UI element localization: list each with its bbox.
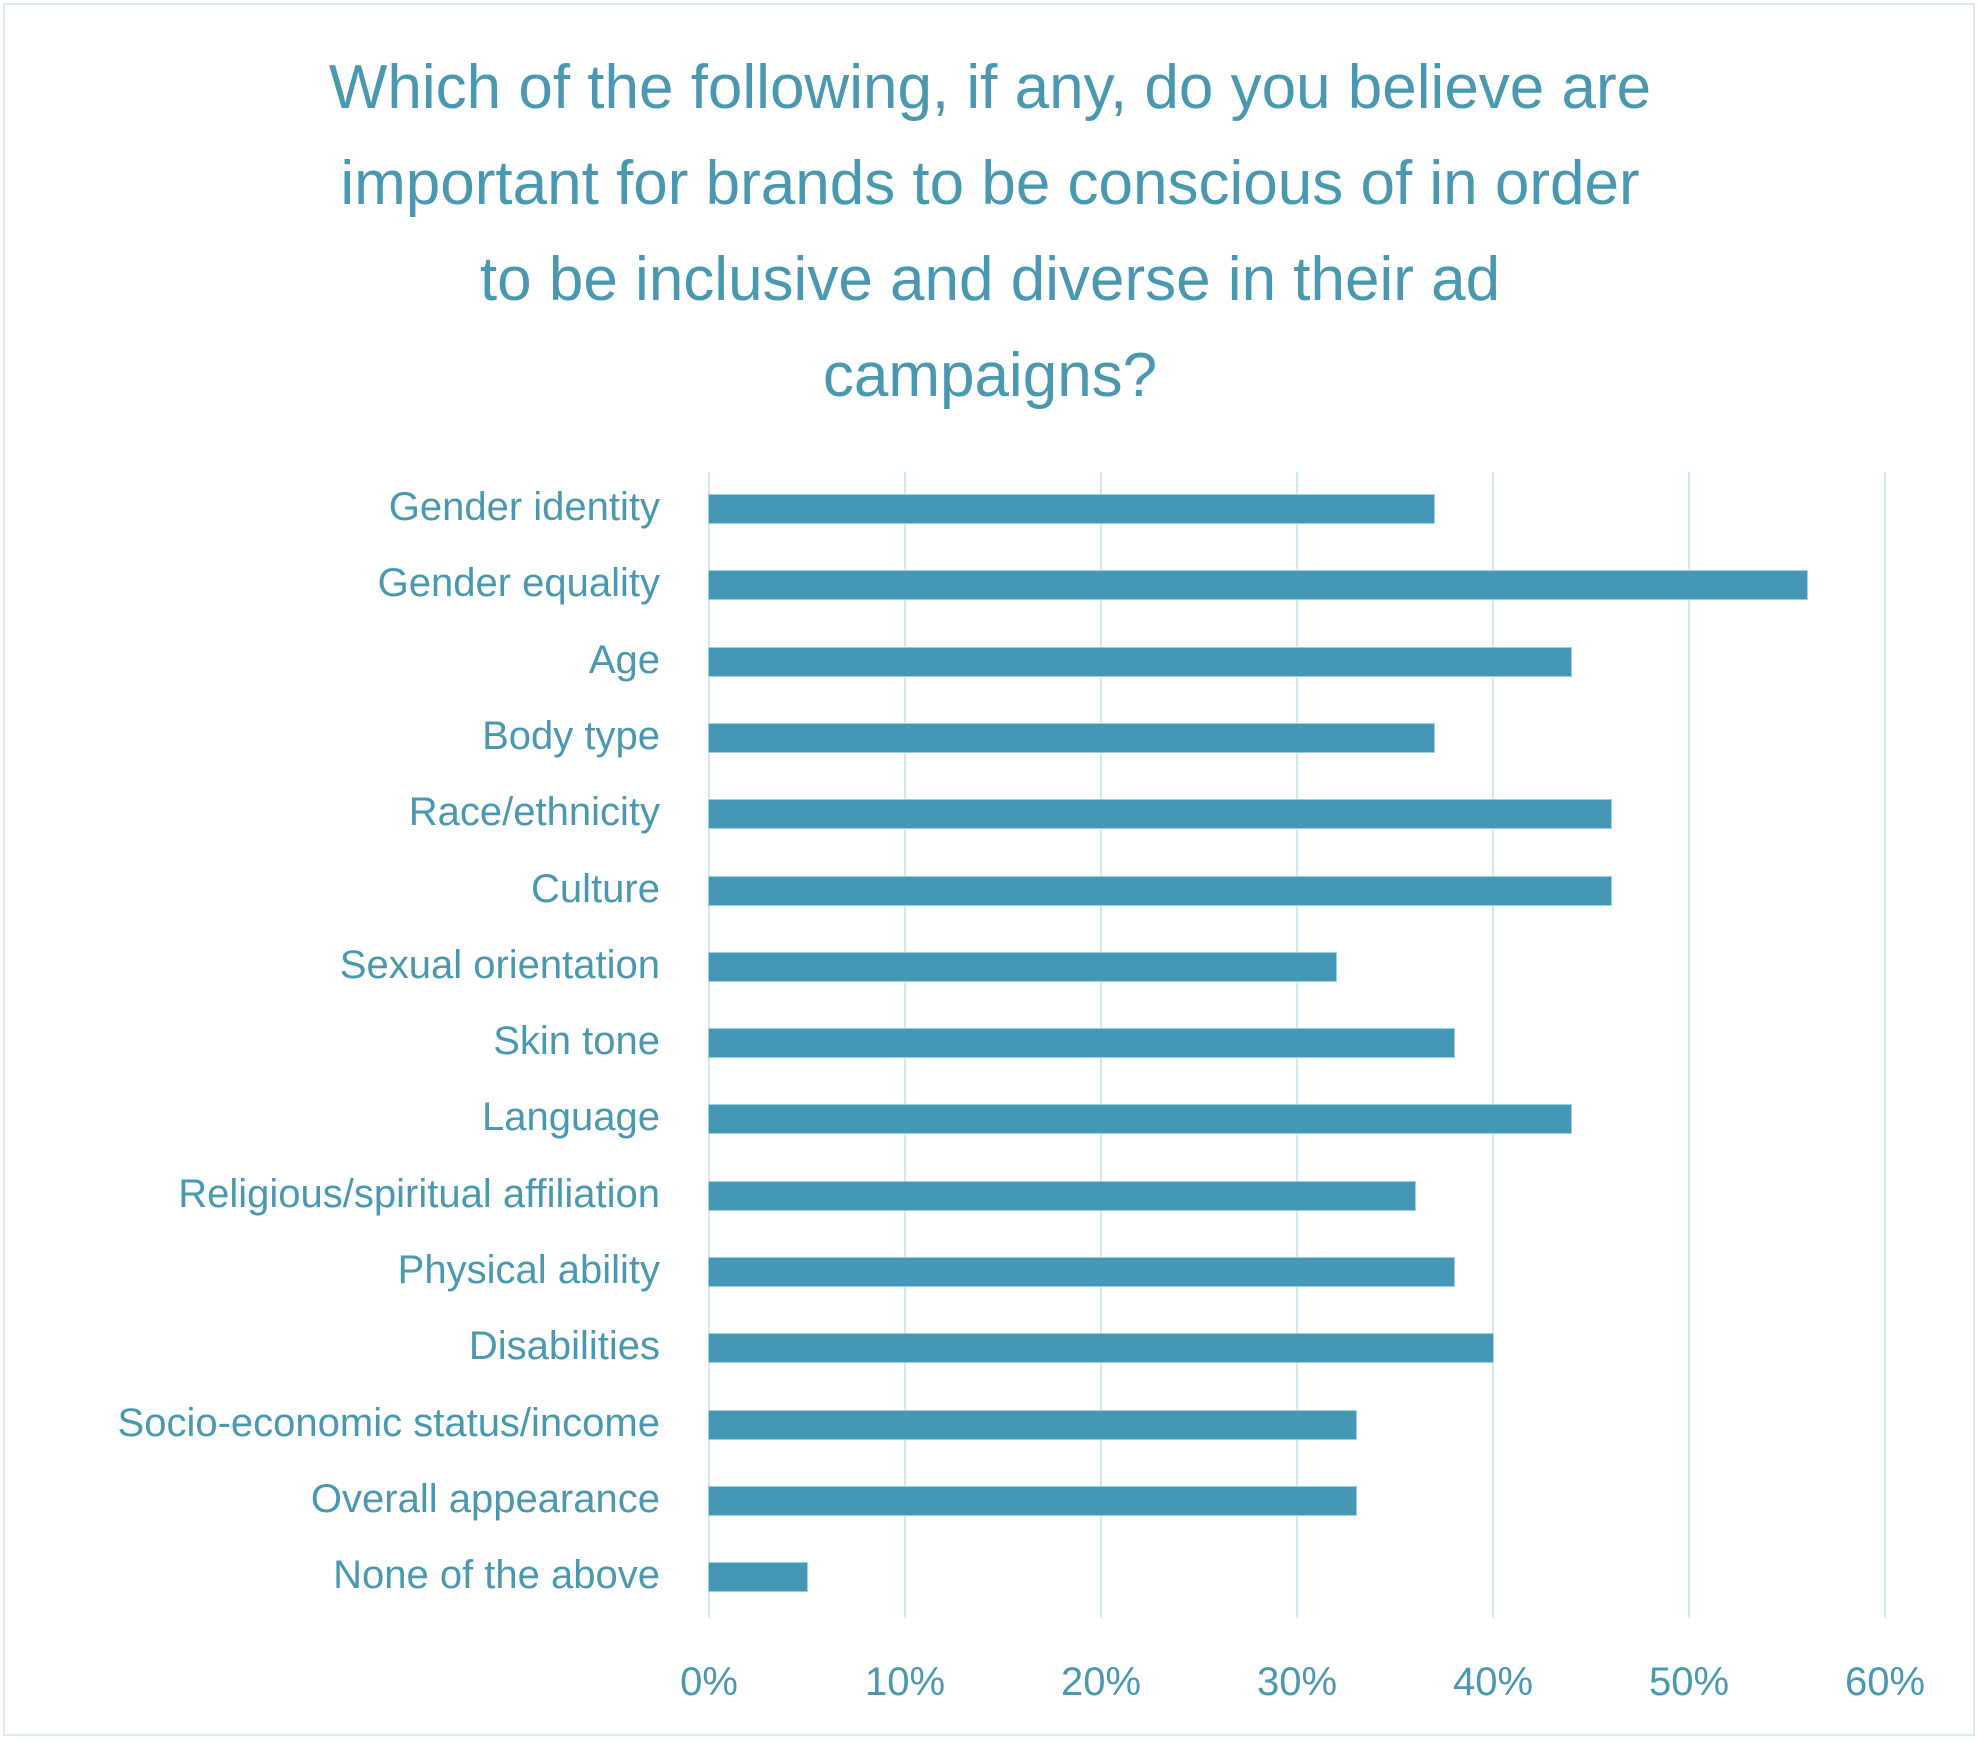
category-label: Socio-economic status/income: [117, 1400, 660, 1445]
category-label: Disabilities: [468, 1324, 660, 1369]
chart-title-line: Which of the following, if any, do you b…: [328, 53, 1652, 122]
gridline: [1492, 472, 1494, 1618]
bar: [709, 495, 1435, 523]
chart-frame: [3, 3, 1975, 1736]
plot-area: [708, 472, 1886, 1618]
category-label: Skin tone: [493, 1019, 660, 1064]
chart-title: Which of the following, if any, do you b…: [0, 40, 1980, 424]
category-label: Physical ability: [397, 1248, 660, 1292]
bar: [709, 647, 1572, 676]
bar: [709, 952, 1337, 981]
category-label: Gender equality: [377, 561, 660, 606]
category-label: Age: [588, 637, 660, 682]
category-label: Culture: [531, 866, 660, 911]
bar: [709, 723, 1435, 752]
bar: [709, 1105, 1572, 1134]
category-label: Body type: [482, 713, 660, 758]
chart-title-line: to be inclusive and diverse in their ad: [479, 245, 1501, 314]
bar: [709, 1334, 1493, 1363]
chart-title-line: important for brands to be conscious of …: [340, 149, 1640, 218]
gridline: [1688, 472, 1690, 1618]
bar: [709, 1486, 1356, 1515]
bar: [709, 876, 1611, 905]
x-tick-label: 40%: [1452, 1660, 1534, 1704]
x-tick-label: 0%: [680, 1660, 738, 1704]
bar: [709, 1029, 1454, 1058]
bar: [709, 571, 1807, 600]
category-label: Religious/spiritual affiliation: [178, 1171, 660, 1216]
bar: [709, 1258, 1454, 1286]
category-label: Overall appearance: [310, 1476, 660, 1521]
bar: [709, 1410, 1356, 1439]
bar: [709, 1563, 807, 1592]
x-tick-label: 60%: [1844, 1660, 1926, 1704]
bar: [709, 1181, 1415, 1210]
x-tick-label: 50%: [1648, 1660, 1730, 1704]
x-tick-label: 30%: [1256, 1660, 1338, 1704]
category-label: Language: [482, 1095, 660, 1140]
x-tick-label: 20%: [1060, 1660, 1142, 1704]
category-label: Sexual orientation: [339, 942, 660, 987]
x-tick-label: 10%: [864, 1660, 946, 1704]
category-label: Gender identity: [388, 485, 660, 529]
category-label: Race/ethnicity: [408, 790, 660, 835]
category-label: None of the above: [333, 1553, 660, 1598]
gridline: [1884, 472, 1886, 1618]
chart-title-line: campaigns?: [822, 341, 1158, 410]
bar: [709, 800, 1611, 829]
